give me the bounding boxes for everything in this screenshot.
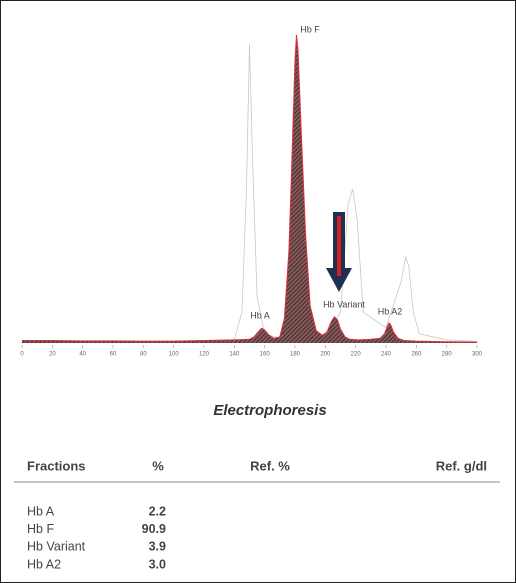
x-tick-label: 260 <box>411 352 422 358</box>
fraction-name: Hb Variant <box>27 540 86 554</box>
x-tick-label: 240 <box>381 352 392 358</box>
fraction-percent: 3.0 <box>149 557 166 571</box>
x-tick-label: 140 <box>229 352 240 358</box>
fraction-name: Hb A <box>27 504 55 518</box>
x-tick-label: 100 <box>169 352 180 358</box>
table-header: % <box>152 458 164 473</box>
peak-label: Hb A2 <box>378 306 403 316</box>
fraction-name: Hb A2 <box>27 557 61 571</box>
peak-label: Hb Variant <box>323 299 365 309</box>
x-tick-label: 200 <box>320 352 331 358</box>
table-header: Fractions <box>27 458 86 473</box>
table-header: Ref. g/dl <box>436 458 487 473</box>
x-tick-label: 280 <box>442 352 453 358</box>
x-tick-label: 60 <box>110 352 117 358</box>
x-tick-label: 20 <box>49 352 56 358</box>
table-body: Hb A 2.2 Hb F 90.9 Hb Variant 3.9 Hb A2 3.0 <box>27 504 166 571</box>
x-tick-label: 300 <box>472 352 483 358</box>
x-tick-label: 0 <box>20 352 24 358</box>
fraction-percent: 90.9 <box>142 522 166 536</box>
x-tick-label: 160 <box>260 352 271 358</box>
table-header: Ref. % <box>250 458 290 473</box>
fraction-percent: 2.2 <box>149 504 166 518</box>
chart-title: Electrophoresis <box>213 402 326 419</box>
fraction-percent: 3.9 <box>149 540 166 554</box>
x-tick-label: 40 <box>79 352 86 358</box>
x-tick-label: 120 <box>199 352 210 358</box>
fraction-name: Hb F <box>27 522 54 536</box>
peak-label: Hb A <box>250 310 270 320</box>
x-tick-label: 180 <box>290 352 301 358</box>
x-tick-label: 80 <box>140 352 147 358</box>
trace <box>22 34 478 343</box>
x-tick-label: 220 <box>351 352 362 358</box>
peak-label: Hb F <box>300 24 320 34</box>
arrow <box>326 212 352 292</box>
